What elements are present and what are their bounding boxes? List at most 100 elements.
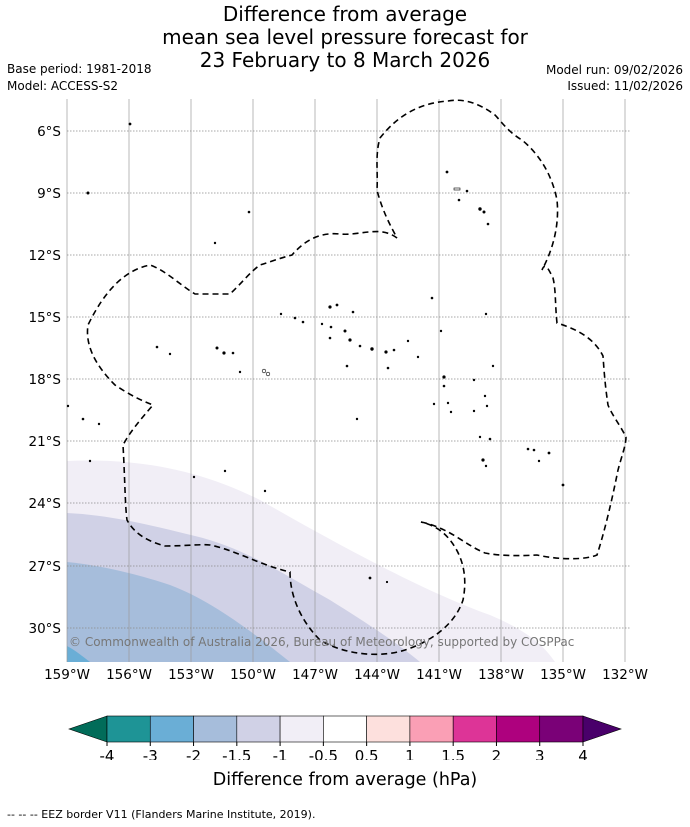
island xyxy=(97,422,101,426)
island xyxy=(213,241,217,245)
colorbar-bin xyxy=(106,715,151,743)
lon-label: 138°W xyxy=(478,667,524,683)
anomaly-fields xyxy=(67,460,555,662)
lat-label: 18°S xyxy=(29,372,62,388)
title-line-1: Difference from average xyxy=(222,2,468,26)
island xyxy=(491,364,495,368)
map-figure: © Commonwealth of Australia 2026, Bureau… xyxy=(29,99,648,760)
island xyxy=(432,402,436,406)
anomaly-region-neg-2 xyxy=(67,646,90,662)
colorbar-extend-high xyxy=(582,715,622,743)
island xyxy=(265,371,271,377)
lat-label: 6°S xyxy=(37,124,61,140)
island xyxy=(416,355,420,359)
anomaly-region-neg-1.5 xyxy=(67,562,290,662)
island xyxy=(128,122,132,126)
model-run: Model run: 09/02/2026 xyxy=(545,63,683,77)
island xyxy=(279,312,283,316)
copyright-notice: © Commonwealth of Australia 2026, Bureau… xyxy=(69,635,574,649)
colorbar-bin xyxy=(452,715,497,743)
island xyxy=(247,210,251,214)
island xyxy=(261,368,267,374)
colorbar-bin xyxy=(149,715,194,743)
colorbar-label: Difference from average (hPa) xyxy=(212,770,478,790)
island xyxy=(348,338,352,342)
colorbar-bin xyxy=(366,715,411,743)
island xyxy=(484,312,488,316)
island xyxy=(66,404,70,408)
colorbar-tick-label: -3 xyxy=(143,747,158,760)
colorbar-bin xyxy=(193,715,238,743)
title-line-2: mean sea level pressure forecast for xyxy=(162,25,528,49)
island xyxy=(320,322,324,326)
lon-label: 153°W xyxy=(168,667,214,683)
island xyxy=(526,447,530,451)
colorbar-tick-label: 1.5 xyxy=(441,747,465,760)
island xyxy=(222,351,226,355)
island xyxy=(478,207,482,211)
island xyxy=(335,303,339,307)
island xyxy=(238,370,242,374)
island xyxy=(465,189,469,193)
island xyxy=(293,316,297,320)
island xyxy=(392,348,396,352)
lat-label: 30°S xyxy=(29,621,62,637)
lat-label: 9°S xyxy=(37,186,61,202)
island xyxy=(358,344,362,348)
colorbar-bin xyxy=(236,715,281,743)
island xyxy=(561,483,565,487)
colorbar-tick-label: 1 xyxy=(405,747,415,760)
lon-label: 150°W xyxy=(230,667,276,683)
island xyxy=(384,350,388,354)
eez-border-cook-islands xyxy=(86,230,466,656)
island xyxy=(532,448,536,452)
colorbar-tick-label: 0.5 xyxy=(355,747,379,760)
colorbar-tick-label: 2 xyxy=(492,747,502,760)
lat-label: 24°S xyxy=(29,496,62,512)
island xyxy=(481,458,485,462)
island xyxy=(370,347,374,351)
island xyxy=(472,409,476,413)
island xyxy=(439,329,443,333)
colorbar-ticks: -4 -3 -2 -1.5 -1 -0.5 0.5 1 1.5 2 3 4 xyxy=(100,742,588,760)
island xyxy=(86,191,90,195)
island xyxy=(328,336,332,340)
island xyxy=(328,305,332,309)
model-name: Model: ACCESS-S2 xyxy=(7,79,119,93)
lon-label: 147°W xyxy=(292,667,338,683)
island xyxy=(453,187,461,191)
island xyxy=(482,210,486,214)
island xyxy=(355,417,359,421)
island xyxy=(483,394,487,398)
colorbar-tick-label: 3 xyxy=(535,747,545,760)
island xyxy=(485,404,489,408)
lat-label: 12°S xyxy=(29,248,62,264)
island xyxy=(155,345,159,349)
island xyxy=(486,222,490,226)
colorbar-bin xyxy=(409,715,454,743)
colorbar-tick-label: -2 xyxy=(186,747,201,760)
colorbar-tick-label: 4 xyxy=(578,747,588,760)
colorbar: -4 -3 -2 -1.5 -1 -0.5 0.5 1 1.5 2 3 4 xyxy=(68,715,622,760)
island xyxy=(445,170,449,174)
island xyxy=(329,325,333,329)
island xyxy=(478,435,482,439)
island xyxy=(168,352,172,356)
island xyxy=(449,410,453,414)
lon-label: 144°W xyxy=(354,667,400,683)
title-line-3: 23 February to 8 March 2026 xyxy=(199,48,491,72)
lon-label: 135°W xyxy=(540,667,586,683)
island xyxy=(406,339,410,343)
island xyxy=(488,437,492,441)
island xyxy=(88,459,92,463)
colorbar-bin xyxy=(323,715,367,743)
lon-axis-labels: 159°W 156°W 153°W 150°W 147°W 144°W 141°… xyxy=(44,667,648,683)
base-period: Base period: 1981-2018 xyxy=(7,62,152,76)
island xyxy=(446,401,450,405)
island xyxy=(263,489,267,493)
island xyxy=(81,417,85,421)
eez-borders xyxy=(86,99,627,656)
island xyxy=(547,451,551,455)
island xyxy=(351,310,355,314)
island xyxy=(386,366,390,370)
